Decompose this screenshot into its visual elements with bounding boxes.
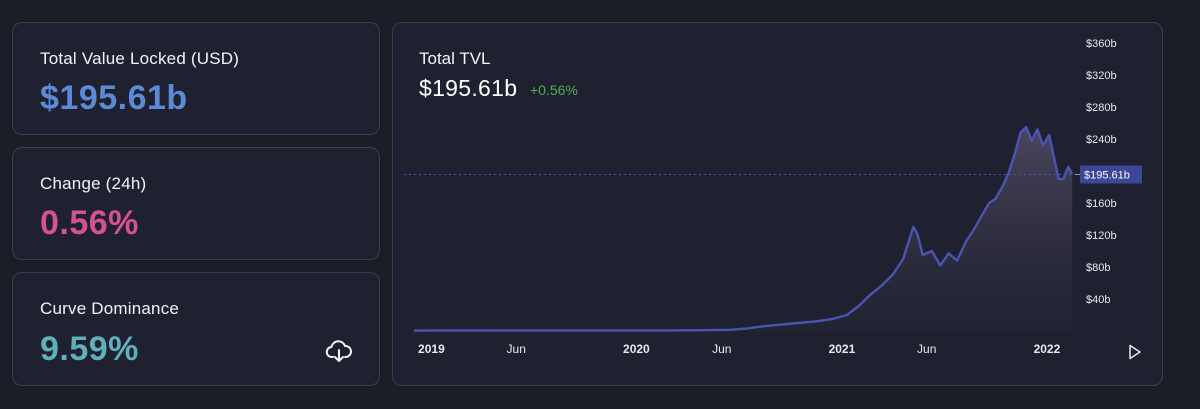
cloud-download-icon (325, 340, 352, 362)
x-tick-label: 2019 (418, 342, 445, 356)
y-tick-label: $240b (1086, 134, 1117, 146)
tvl-line (413, 125, 1074, 332)
x-tick-label: 2022 (1034, 342, 1061, 356)
x-tick-label: Jun (712, 342, 731, 356)
y-tick-label: $120b (1086, 230, 1117, 242)
dominance-stat-value: 9.59% (40, 330, 139, 368)
tvl-stat-card: Total Value Locked (USD) $195.61b (12, 22, 380, 135)
chart-change-percent: +0.56% (530, 82, 578, 98)
y-tick-label: $280b (1086, 102, 1117, 114)
play-button[interactable] (1127, 344, 1143, 360)
y-tick-label: $320b (1086, 70, 1117, 82)
chart-current-value: $195.61b (419, 75, 518, 101)
dominance-stat-card: Curve Dominance 9.59% (12, 272, 380, 386)
dominance-stat-title: Curve Dominance (40, 299, 180, 318)
tvl-stat-title: Total Value Locked (USD) (40, 49, 240, 68)
chart-title: Total TVL (419, 49, 491, 68)
x-tick-label: Jun (917, 342, 936, 356)
change-stat-card: Change (24h) 0.56% (12, 147, 380, 260)
x-tick-label: Jun (507, 342, 526, 356)
x-tick-label: 2020 (623, 342, 650, 356)
current-value-label: $195.61b (1084, 170, 1130, 182)
change-stat-value: 0.56% (40, 204, 139, 242)
y-tick-label: $40b (1086, 294, 1110, 306)
change-stat-title: Change (24h) (40, 174, 147, 193)
y-tick-label: $80b (1086, 262, 1110, 274)
download-button[interactable] (325, 339, 353, 363)
y-tick-label: $360b (1086, 38, 1117, 50)
play-icon (1129, 344, 1141, 360)
y-tick-label: $160b (1086, 198, 1117, 210)
tvl-chart-card: $40b $80b $120b $160b $240b $280b $320b $360b 2… (392, 22, 1163, 386)
tvl-area (414, 127, 1073, 331)
current-value-tag: $195.61b (1075, 165, 1142, 184)
tvl-chart: $40b $80b $120b $160b $240b $280b $320b $360b 2… (404, 38, 1142, 356)
x-tick-label: 2021 (829, 342, 856, 356)
tvl-stat-value: $195.61b (40, 79, 188, 117)
